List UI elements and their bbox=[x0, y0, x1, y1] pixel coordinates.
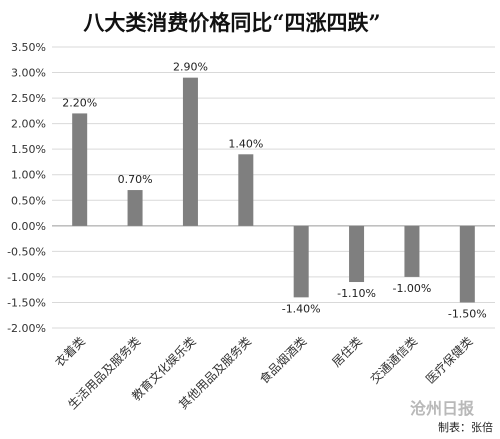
bar bbox=[72, 113, 88, 226]
bar bbox=[349, 225, 365, 283]
chart-title: 八大类消费价格同比“四涨四跌” bbox=[83, 10, 380, 35]
data-label: 2.90% bbox=[173, 61, 208, 74]
y-tick-label: 2.50% bbox=[11, 92, 46, 105]
watermark-logo: 沧州日报 bbox=[410, 399, 474, 418]
data-label: -1.10% bbox=[337, 287, 376, 300]
bar bbox=[127, 190, 143, 226]
data-label: -1.50% bbox=[448, 307, 487, 320]
data-labels: 2.20% 0.70% 2.90% 1.40% -1.40% -1.10% -1.00% -1… bbox=[62, 61, 487, 321]
y-tick-label: 1.50% bbox=[11, 143, 46, 156]
x-tick-label: 交通通信类 bbox=[367, 334, 420, 387]
bars bbox=[72, 77, 475, 303]
y-tick-label: 3.50% bbox=[11, 41, 46, 54]
x-tick-label: 居住类 bbox=[329, 334, 364, 369]
data-label: 2.20% bbox=[62, 96, 97, 109]
x-tick-label: 医疗保健类 bbox=[423, 334, 475, 386]
y-tick-label: 1.00% bbox=[11, 169, 46, 182]
y-tick-label: -2.00% bbox=[7, 322, 46, 335]
chart-credit: 制表：张倍 bbox=[438, 420, 493, 434]
y-tick-label: -1.50% bbox=[7, 296, 46, 309]
y-tick-label: 2.00% bbox=[11, 118, 46, 131]
data-label: -1.00% bbox=[392, 282, 431, 295]
data-label: 1.40% bbox=[228, 137, 263, 150]
y-tick-label: 0.50% bbox=[11, 194, 46, 207]
x-tick-label: 食品烟酒类 bbox=[256, 334, 309, 387]
y-tick-label: 3.00% bbox=[11, 67, 46, 80]
y-tick-label: -0.50% bbox=[7, 245, 46, 258]
data-label: 0.70% bbox=[118, 173, 153, 186]
data-label: -1.40% bbox=[282, 302, 321, 315]
bar bbox=[238, 154, 254, 226]
x-tick-label: 衣着类 bbox=[52, 334, 88, 370]
grid-lines bbox=[52, 46, 495, 329]
bar bbox=[293, 225, 309, 298]
bar bbox=[404, 225, 420, 277]
y-tick-label: -1.00% bbox=[7, 271, 46, 284]
y-axis: 3.50% 3.00% 2.50% 2.00% 1.50% 1.00% 0.50% 0.00%… bbox=[7, 41, 46, 335]
bar bbox=[459, 225, 475, 303]
bar bbox=[182, 77, 198, 226]
y-tick-label: 0.00% bbox=[11, 220, 46, 233]
